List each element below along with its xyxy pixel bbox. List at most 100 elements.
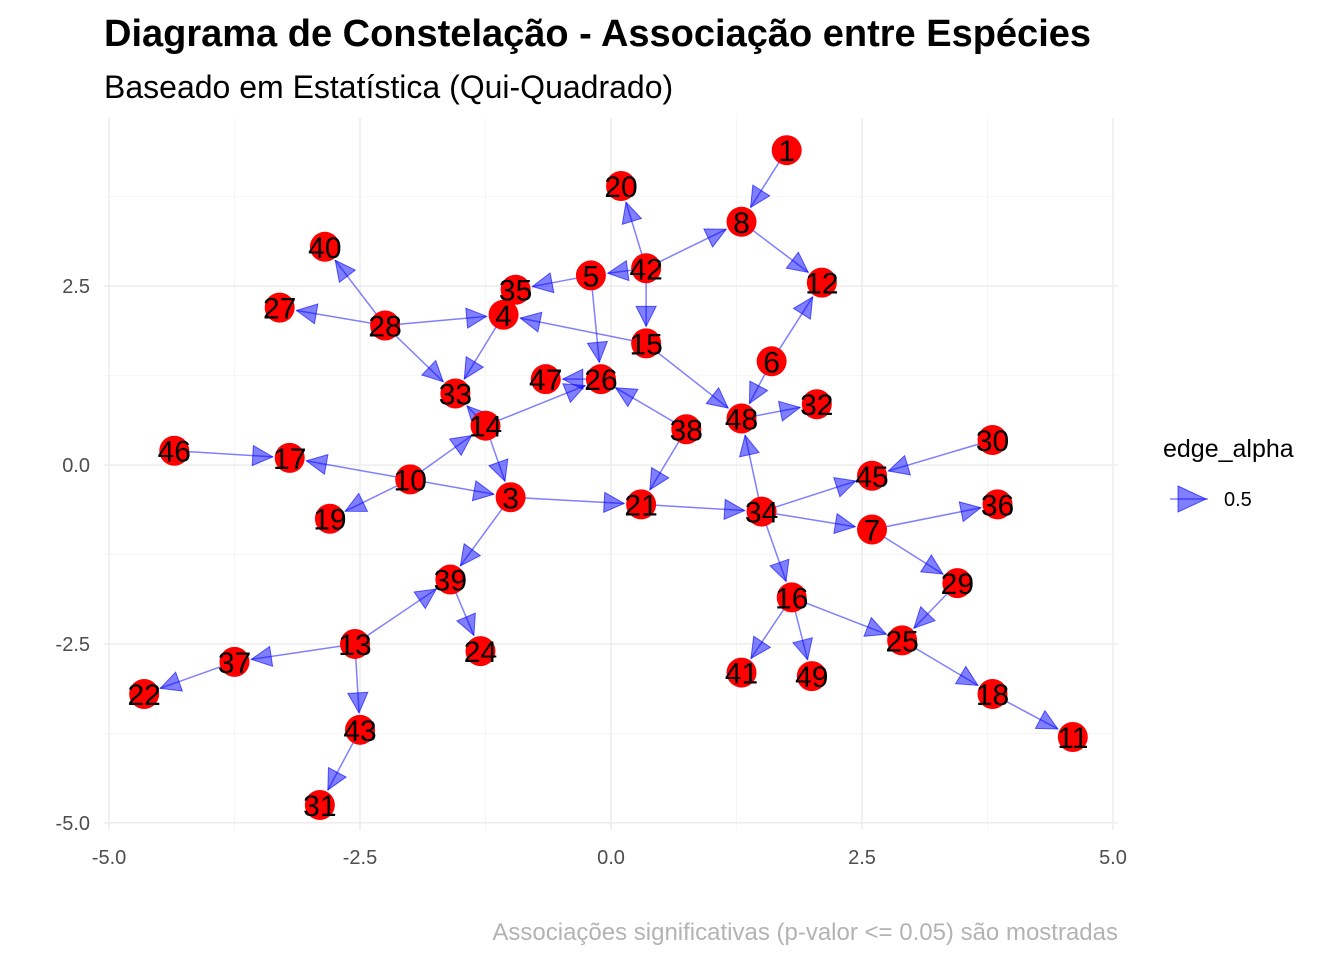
node-label-14: 14: [469, 411, 502, 444]
node-3: [495, 482, 526, 513]
axis-ticks: -5.0 -2.5 0.0 2.5 5.0 -5.0 -2.5 0.0 2.5: [56, 276, 1127, 869]
node-label-27: 27: [263, 293, 296, 326]
node-37: [219, 646, 250, 677]
node-label-12: 12: [805, 268, 838, 301]
node-19: [314, 503, 345, 534]
node-label-35: 35: [499, 275, 532, 308]
edge-28-4: [385, 307, 488, 329]
node-45: [857, 460, 888, 491]
node-label-11: 11: [1057, 722, 1088, 755]
node-27: [264, 292, 295, 323]
legend-entry: 0.5: [1224, 489, 1252, 511]
node-label-41: 41: [725, 658, 758, 691]
node-label-24: 24: [464, 636, 497, 669]
edge-46-17: [174, 444, 274, 467]
node-39: [435, 564, 466, 595]
edge-21-34: [641, 498, 746, 521]
edge-14-26: [485, 383, 587, 427]
node-label-5: 5: [583, 260, 600, 293]
node-18: [977, 679, 1008, 710]
node-21: [626, 489, 657, 520]
node-label-47: 47: [529, 364, 562, 397]
node-label-43: 43: [343, 715, 376, 748]
node-label-15: 15: [629, 328, 662, 361]
node-20: [606, 170, 637, 201]
x-tick-label: 5.0: [1099, 847, 1127, 869]
edge-15-4: [519, 311, 647, 345]
y-tick-label: -2.5: [56, 634, 90, 656]
node-label-37: 37: [218, 647, 251, 680]
node-25: [887, 625, 918, 656]
node-8: [726, 206, 757, 237]
node-label-49: 49: [795, 661, 828, 694]
node-41: [726, 657, 757, 688]
node-label-39: 39: [434, 565, 467, 598]
x-tick-label: 2.5: [848, 847, 876, 869]
node-label-22: 22: [127, 679, 160, 712]
node-1: [771, 135, 802, 166]
node-24: [465, 636, 496, 667]
legend-key-arrow-icon: [1177, 485, 1208, 513]
node-12: [806, 267, 837, 298]
node-36: [982, 489, 1013, 520]
edge-15-48: [645, 342, 730, 409]
node-label-46: 46: [158, 436, 191, 469]
node-label-1: 1: [778, 135, 795, 168]
node-26: [585, 364, 616, 395]
node-label-30: 30: [976, 425, 1009, 458]
node-5: [575, 260, 606, 291]
node-7: [857, 514, 888, 545]
node-label-13: 13: [338, 629, 371, 662]
edge-13-37: [250, 643, 356, 668]
node-label-21: 21: [624, 489, 657, 522]
node-48: [726, 403, 757, 434]
node-47: [530, 364, 561, 395]
node-label-6: 6: [763, 346, 780, 379]
edge-3-21: [510, 491, 626, 514]
node-label-26: 26: [584, 364, 617, 397]
node-38: [671, 414, 702, 445]
node-6: [756, 346, 787, 377]
node-label-25: 25: [885, 625, 918, 658]
node-49: [796, 661, 827, 692]
edge-13-39: [354, 588, 438, 645]
node-34: [746, 496, 777, 527]
edge-34-7: [761, 510, 857, 535]
node-43: [345, 714, 376, 745]
node-46: [159, 435, 190, 466]
node-label-48: 48: [725, 404, 758, 437]
edge-34-45: [761, 477, 857, 513]
node-label-19: 19: [313, 504, 346, 537]
node-label-4: 4: [495, 300, 512, 333]
node-label-8: 8: [733, 207, 750, 240]
node-32: [801, 389, 832, 420]
node-label-28: 28: [368, 311, 401, 344]
node-label-7: 7: [864, 514, 881, 547]
node-label-29: 29: [941, 568, 974, 601]
node-label-3: 3: [502, 482, 519, 515]
y-tick-label: -5.0: [56, 813, 90, 835]
x-tick-label: -2.5: [343, 847, 377, 869]
node-35: [500, 274, 531, 305]
legend-title: edge_alpha: [1163, 435, 1294, 463]
node-4: [488, 299, 519, 330]
edge-7-36: [871, 501, 982, 531]
chart-subtitle: Baseado em Estatística (Qui-Quadrado): [104, 69, 673, 105]
node-15: [631, 328, 662, 359]
node-label-34: 34: [745, 497, 778, 530]
node-42: [631, 253, 662, 284]
edge-30-45: [887, 439, 993, 476]
node-31: [304, 789, 335, 820]
node-label-20: 20: [604, 171, 637, 204]
node-label-17: 17: [273, 443, 306, 476]
node-label-45: 45: [855, 461, 888, 494]
node-label-42: 42: [629, 253, 662, 286]
node-22: [129, 679, 160, 710]
chart-title: Diagrama de Constelação - Associação ent…: [104, 13, 1091, 55]
node-label-38: 38: [670, 414, 703, 447]
node-label-32: 32: [800, 389, 833, 422]
node-label-16: 16: [775, 582, 808, 615]
node-label-33: 33: [439, 378, 472, 411]
legend: edge_alpha 0.5: [1163, 435, 1294, 513]
node-label-40: 40: [308, 232, 341, 265]
